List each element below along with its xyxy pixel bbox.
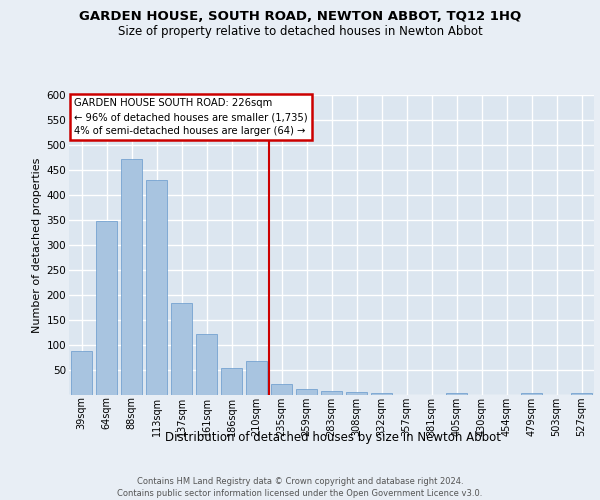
Bar xyxy=(196,334,217,395)
Bar xyxy=(396,394,417,395)
Text: Size of property relative to detached houses in Newton Abbot: Size of property relative to detached ho… xyxy=(118,25,482,38)
Text: Contains HM Land Registry data © Crown copyright and database right 2024.
Contai: Contains HM Land Registry data © Crown c… xyxy=(118,476,482,498)
Bar xyxy=(71,351,92,395)
Bar xyxy=(521,393,542,395)
Bar xyxy=(271,384,292,395)
Text: GARDEN HOUSE, SOUTH ROAD, NEWTON ABBOT, TQ12 1HQ: GARDEN HOUSE, SOUTH ROAD, NEWTON ABBOT, … xyxy=(79,10,521,23)
Y-axis label: Number of detached properties: Number of detached properties xyxy=(32,158,43,332)
Bar xyxy=(221,368,242,395)
Bar xyxy=(96,221,117,395)
Bar xyxy=(171,303,192,395)
Bar xyxy=(371,392,392,395)
Bar xyxy=(121,158,142,395)
Bar xyxy=(446,393,467,395)
Bar xyxy=(146,180,167,395)
Bar xyxy=(571,393,592,395)
Bar xyxy=(296,388,317,395)
Bar xyxy=(321,390,342,395)
Text: Distribution of detached houses by size in Newton Abbot: Distribution of detached houses by size … xyxy=(165,431,501,444)
Bar xyxy=(246,361,267,395)
Bar xyxy=(346,392,367,395)
Text: GARDEN HOUSE SOUTH ROAD: 226sqm
← 96% of detached houses are smaller (1,735)
4% : GARDEN HOUSE SOUTH ROAD: 226sqm ← 96% of… xyxy=(74,98,308,136)
